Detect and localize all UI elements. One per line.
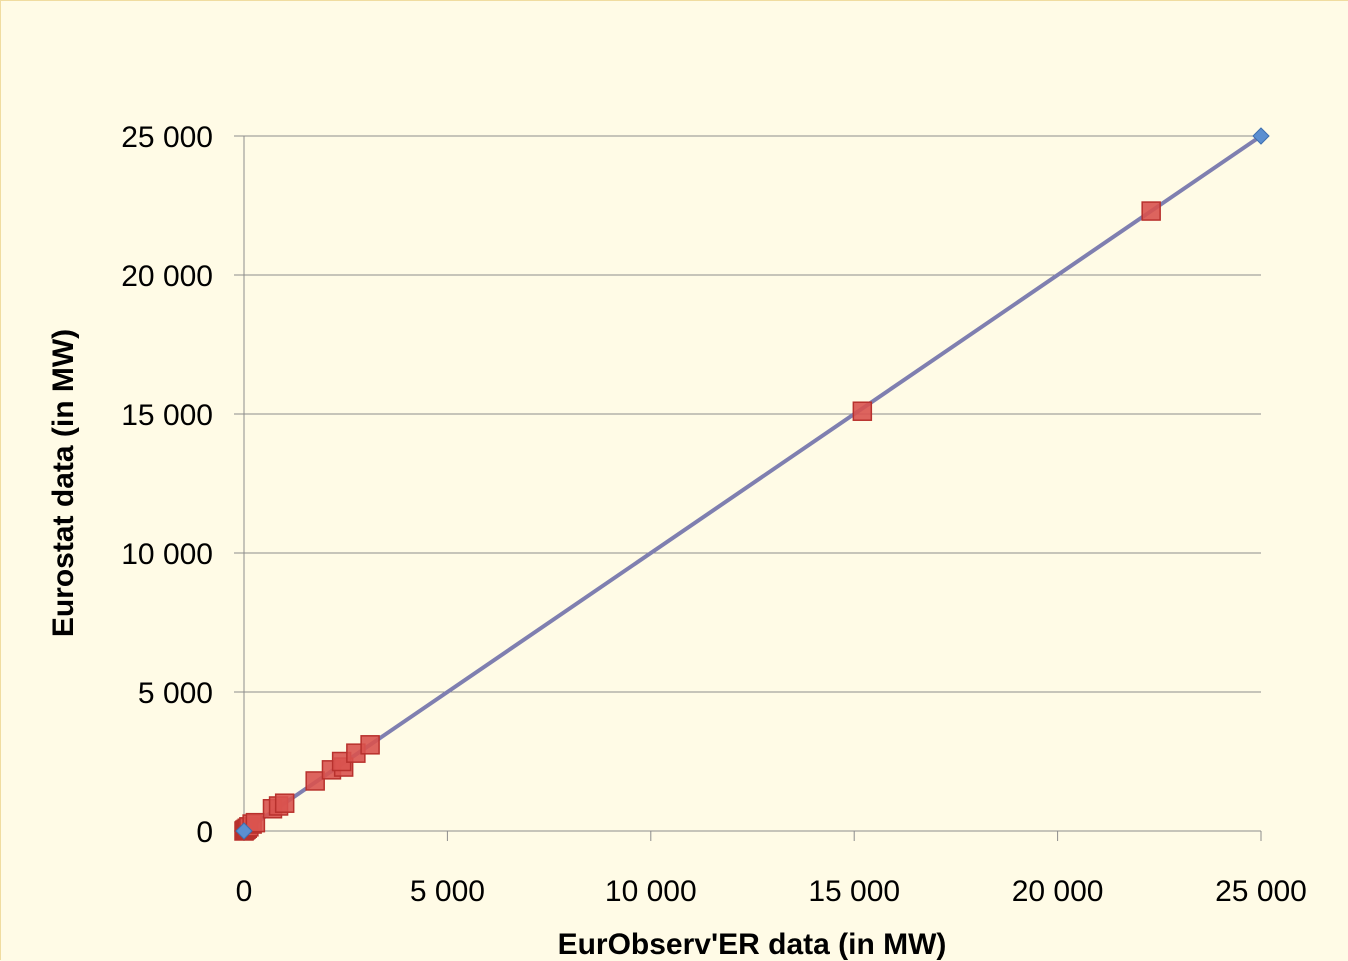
- x-tick-label: 5 000: [410, 875, 485, 908]
- y-tick-label: 0: [196, 816, 213, 849]
- data-point-diamond: [1252, 127, 1270, 145]
- x-axis-title: EurObserv'ER data (in MW): [558, 928, 947, 961]
- data-point-diamond: [235, 822, 253, 840]
- x-tick-labels: 0 5 000 10 000 15 000 20 000 25 000: [236, 875, 1307, 908]
- data-point-square: [1141, 201, 1161, 221]
- x-tick-label: 20 000: [1012, 875, 1104, 908]
- data-point-square: [360, 735, 380, 755]
- x-tick-label: 10 000: [605, 875, 697, 908]
- x-tick-label: 25 000: [1215, 875, 1307, 908]
- y-tick-label: 10 000: [121, 538, 213, 571]
- data-point-square: [852, 401, 873, 421]
- data-point-square: [274, 793, 295, 813]
- y-axis-title: Eurostat data (in MW): [47, 329, 80, 637]
- gridlines: [244, 135, 1261, 693]
- data-markers: [234, 127, 1270, 841]
- data-point-square: [245, 812, 266, 833]
- y-tick-label: 25 000: [121, 121, 213, 154]
- y-tick-label: 15 000: [121, 399, 213, 432]
- diagonal-reference-line: [242, 134, 1263, 833]
- x-tick-label: 15 000: [808, 875, 900, 908]
- x-tick-label: 0: [236, 875, 253, 908]
- y-tick-label: 20 000: [121, 260, 213, 293]
- y-tick-label: 5 000: [138, 677, 213, 710]
- data-point-square: [305, 771, 325, 791]
- reference-line: [242, 134, 1263, 833]
- y-tick-labels: 0 5 000 10 000 15 000 20 000 25 000: [121, 121, 213, 849]
